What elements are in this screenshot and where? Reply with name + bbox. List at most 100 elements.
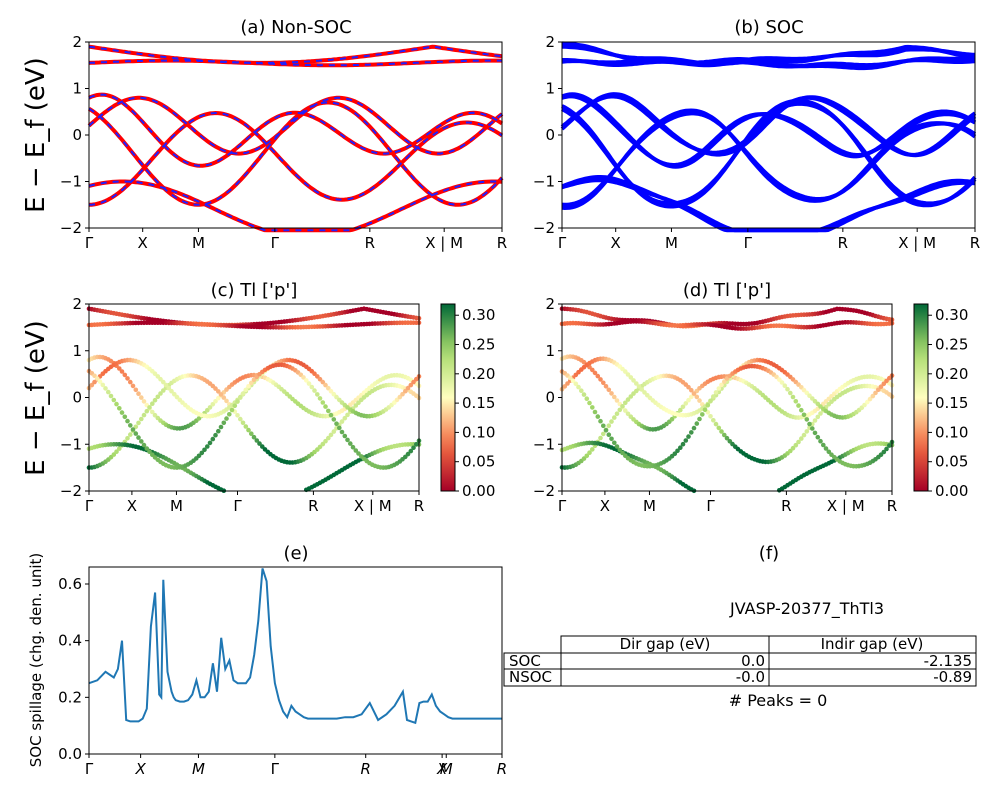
x-tick-label: X xyxy=(127,497,137,515)
projection-point xyxy=(345,412,350,418)
projection-point xyxy=(342,433,348,439)
projection-point xyxy=(317,396,323,401)
projection-point xyxy=(818,411,823,416)
y-tick-label: 0.2 xyxy=(58,688,82,706)
projection-point xyxy=(576,384,581,390)
projection-point xyxy=(592,409,598,415)
band-line xyxy=(88,180,503,232)
projection-point xyxy=(579,388,584,394)
projection-point xyxy=(309,384,315,390)
projection-point xyxy=(790,394,796,400)
band-line xyxy=(562,56,976,71)
projection-point xyxy=(562,384,568,389)
projection-point xyxy=(625,372,631,377)
projection-point xyxy=(612,394,617,400)
projection-point xyxy=(590,447,595,452)
projection-point xyxy=(213,432,218,438)
projection-point xyxy=(323,382,328,388)
projection-point xyxy=(216,395,221,401)
projection-point xyxy=(122,414,128,420)
projection-point xyxy=(719,429,724,434)
x-tick-label: Γ xyxy=(233,497,242,515)
projection-point xyxy=(603,428,609,433)
projection-point xyxy=(150,401,155,407)
projection-point xyxy=(317,376,323,382)
projection-point xyxy=(719,382,724,388)
projection-point xyxy=(678,407,683,413)
table-header-indir: Indir gap (eV) xyxy=(821,635,924,653)
colorbar-tick-label: 0.20 xyxy=(462,365,495,383)
projection-point xyxy=(205,408,210,413)
projection-point xyxy=(722,379,727,384)
projection-point xyxy=(229,407,235,413)
projection-point xyxy=(345,437,350,443)
projection-point xyxy=(642,390,647,395)
projection-point xyxy=(623,400,628,406)
projection-point xyxy=(141,399,147,404)
projection-point xyxy=(163,382,169,388)
projection-point xyxy=(408,448,414,454)
projection-point xyxy=(139,439,144,444)
projection-point xyxy=(130,427,136,432)
projection-point xyxy=(686,434,691,439)
projection-point xyxy=(331,391,337,397)
band-line xyxy=(88,96,503,155)
projection-point xyxy=(587,450,592,456)
projection-point xyxy=(128,379,133,385)
x-tick-label: M xyxy=(192,760,205,778)
gap-table: JVASP-20377_ThTl3 Dir gap (eV) Indir gap… xyxy=(503,599,977,710)
projection-point xyxy=(705,402,711,408)
table-row-soc-indir: -2.135 xyxy=(924,652,972,670)
projection-point xyxy=(339,419,345,424)
projection-point xyxy=(697,398,702,403)
x-tick-label: X | M xyxy=(827,497,865,515)
projection-point xyxy=(598,418,603,424)
projection-point xyxy=(405,385,411,391)
y-tick-label: 0 xyxy=(545,126,555,144)
table-row-soc-dir: 0.0 xyxy=(741,652,765,670)
projection-point xyxy=(785,386,790,392)
projection-point xyxy=(411,379,416,385)
projection-point xyxy=(826,449,832,455)
colorbar-c: 0.30 0.25 0.20 0.15 0.10 0.05 0.00 xyxy=(440,303,495,500)
projection-point xyxy=(606,432,612,438)
projection-point xyxy=(867,396,873,402)
projection-point xyxy=(326,408,331,414)
x-tick-label: R xyxy=(360,760,370,778)
projection-point xyxy=(862,402,867,408)
projection-point xyxy=(617,407,623,413)
y-tick-label: 2 xyxy=(72,33,82,51)
projection-point xyxy=(686,384,691,390)
colorbar-tick-label: 0.30 xyxy=(935,306,968,324)
projection-point xyxy=(689,394,694,400)
x-tick-label: R xyxy=(365,234,375,252)
projection-point xyxy=(199,450,205,456)
x-tick-label: X xyxy=(134,760,146,778)
projection-point xyxy=(799,436,804,441)
projection-point xyxy=(793,399,799,404)
projection-point xyxy=(224,416,229,421)
panel-f-title: (f) xyxy=(759,543,779,564)
band-line xyxy=(561,178,976,233)
colorbar-tick-label: 0.00 xyxy=(462,482,495,500)
projection-point xyxy=(136,420,141,426)
table-row-nsoc-dir: -0.0 xyxy=(736,668,765,686)
projection-point xyxy=(884,446,889,452)
projection-point xyxy=(221,395,227,400)
projection-point xyxy=(172,391,177,397)
panel-a-title: (a) Non-SOC xyxy=(240,17,351,38)
band-line xyxy=(561,41,976,68)
projection-point xyxy=(628,394,634,399)
band-line xyxy=(88,101,503,206)
projection-point xyxy=(793,442,799,448)
panel-e-plot: 0.00.20.40.6Γ X M Γ R XM R xyxy=(58,566,507,778)
y-tick-label: −1 xyxy=(60,173,82,191)
projection-point xyxy=(609,436,614,442)
y-tick-label: 2 xyxy=(545,295,555,313)
projection-point xyxy=(114,449,119,455)
table-title: JVASP-20377_ThTl3 xyxy=(729,599,884,619)
projection-point xyxy=(590,405,595,410)
projection-point xyxy=(683,438,689,443)
projection-point xyxy=(623,408,628,413)
x-tick-label: R xyxy=(497,760,507,778)
